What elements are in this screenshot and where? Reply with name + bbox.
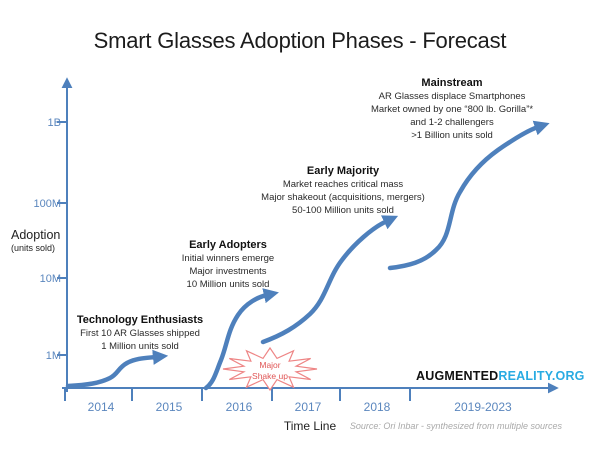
x-tick-2018: 2018 bbox=[364, 400, 391, 414]
y-axis-title-line1: Adoption bbox=[11, 228, 61, 242]
annotation-heading: Mainstream bbox=[421, 77, 483, 89]
shake-up-starburst: Major Shake up bbox=[222, 346, 318, 392]
y-tick-labels: 1B 100M 10M 1M bbox=[33, 117, 61, 362]
annotation-line: 50-100 Million units sold bbox=[292, 205, 394, 216]
x-tick-labels: 2014 2015 2016 2017 2018 2019-2023 bbox=[88, 400, 512, 414]
annotation-heading: Early Majority bbox=[306, 165, 380, 177]
curve-early-majority bbox=[260, 215, 399, 345]
x-tick-2015: 2015 bbox=[156, 400, 183, 414]
annotation-early-adopters: Early Adopters Initial winners emerge Ma… bbox=[182, 239, 274, 291]
chart-title: Smart Glasses Adoption Phases - Forecast bbox=[93, 28, 507, 53]
brand-text-reality-org: REALITY.ORG bbox=[498, 369, 585, 383]
annotation-technology-enthusiasts: Technology Enthusiasts First 10 AR Glass… bbox=[77, 314, 203, 353]
x-axis-title: Time Line bbox=[283, 419, 337, 433]
x-tick-2016: 2016 bbox=[226, 400, 253, 414]
curve-mainstream bbox=[387, 120, 550, 271]
y-tick-100m: 100M bbox=[33, 198, 61, 210]
annotation-line: AR Glasses displace Smartphones bbox=[378, 91, 526, 102]
annotation-line: Market owned by one “800 lb. Gorilla”* bbox=[370, 104, 534, 115]
annotation-heading: Early Adopters bbox=[189, 239, 267, 251]
annotation-line: Initial winners emerge bbox=[181, 253, 275, 264]
annotation-early-majority: Early Majority Market reaches critical m… bbox=[261, 165, 425, 217]
y-tick-1b: 1B bbox=[48, 117, 61, 129]
annotation-line: Major shakeout (acquisitions, mergers) bbox=[261, 192, 425, 203]
annotation-line: 1 Million units sold bbox=[101, 341, 179, 352]
source-note: Source: Ori Inbar - synthesized from mul… bbox=[349, 421, 562, 431]
annotation-heading: Technology Enthusiasts bbox=[76, 314, 204, 326]
annotation-line: First 10 AR Glasses shipped bbox=[80, 328, 200, 339]
x-tick-2017: 2017 bbox=[295, 400, 322, 414]
y-axis-title-line2: (units sold) bbox=[11, 243, 56, 253]
brand-text-augmented: AUGMENTED bbox=[416, 369, 499, 383]
annotation-line: Market reaches critical mass bbox=[282, 179, 404, 190]
adoption-curves bbox=[65, 120, 550, 391]
y-tick-1m: 1M bbox=[46, 350, 61, 362]
annotation-line: Major investments bbox=[189, 266, 267, 277]
x-tick-2014: 2014 bbox=[88, 400, 115, 414]
annotation-line: and 1-2 challengers bbox=[410, 117, 494, 128]
y-tick-10m: 10M bbox=[40, 273, 61, 285]
starburst-text-line2: Shake up bbox=[252, 371, 288, 381]
augmentedreality-org-logo: AUGMENTEDREALITY.ORG bbox=[416, 369, 585, 383]
annotation-line: >1 Billion units sold bbox=[411, 130, 493, 141]
y-axis-title: Adoption (units sold) bbox=[11, 229, 60, 255]
annotation-mainstream: Mainstream AR Glasses displace Smartphon… bbox=[371, 77, 533, 142]
annotation-line: 10 Million units sold bbox=[186, 279, 270, 290]
x-axis bbox=[62, 382, 559, 401]
x-tick-2019-2023: 2019-2023 bbox=[454, 400, 512, 414]
curve-technology-enthusiasts bbox=[65, 349, 169, 389]
curve-early-adopters bbox=[203, 288, 279, 391]
starburst-text-line1: Major bbox=[259, 360, 280, 370]
y-axis bbox=[57, 77, 73, 392]
